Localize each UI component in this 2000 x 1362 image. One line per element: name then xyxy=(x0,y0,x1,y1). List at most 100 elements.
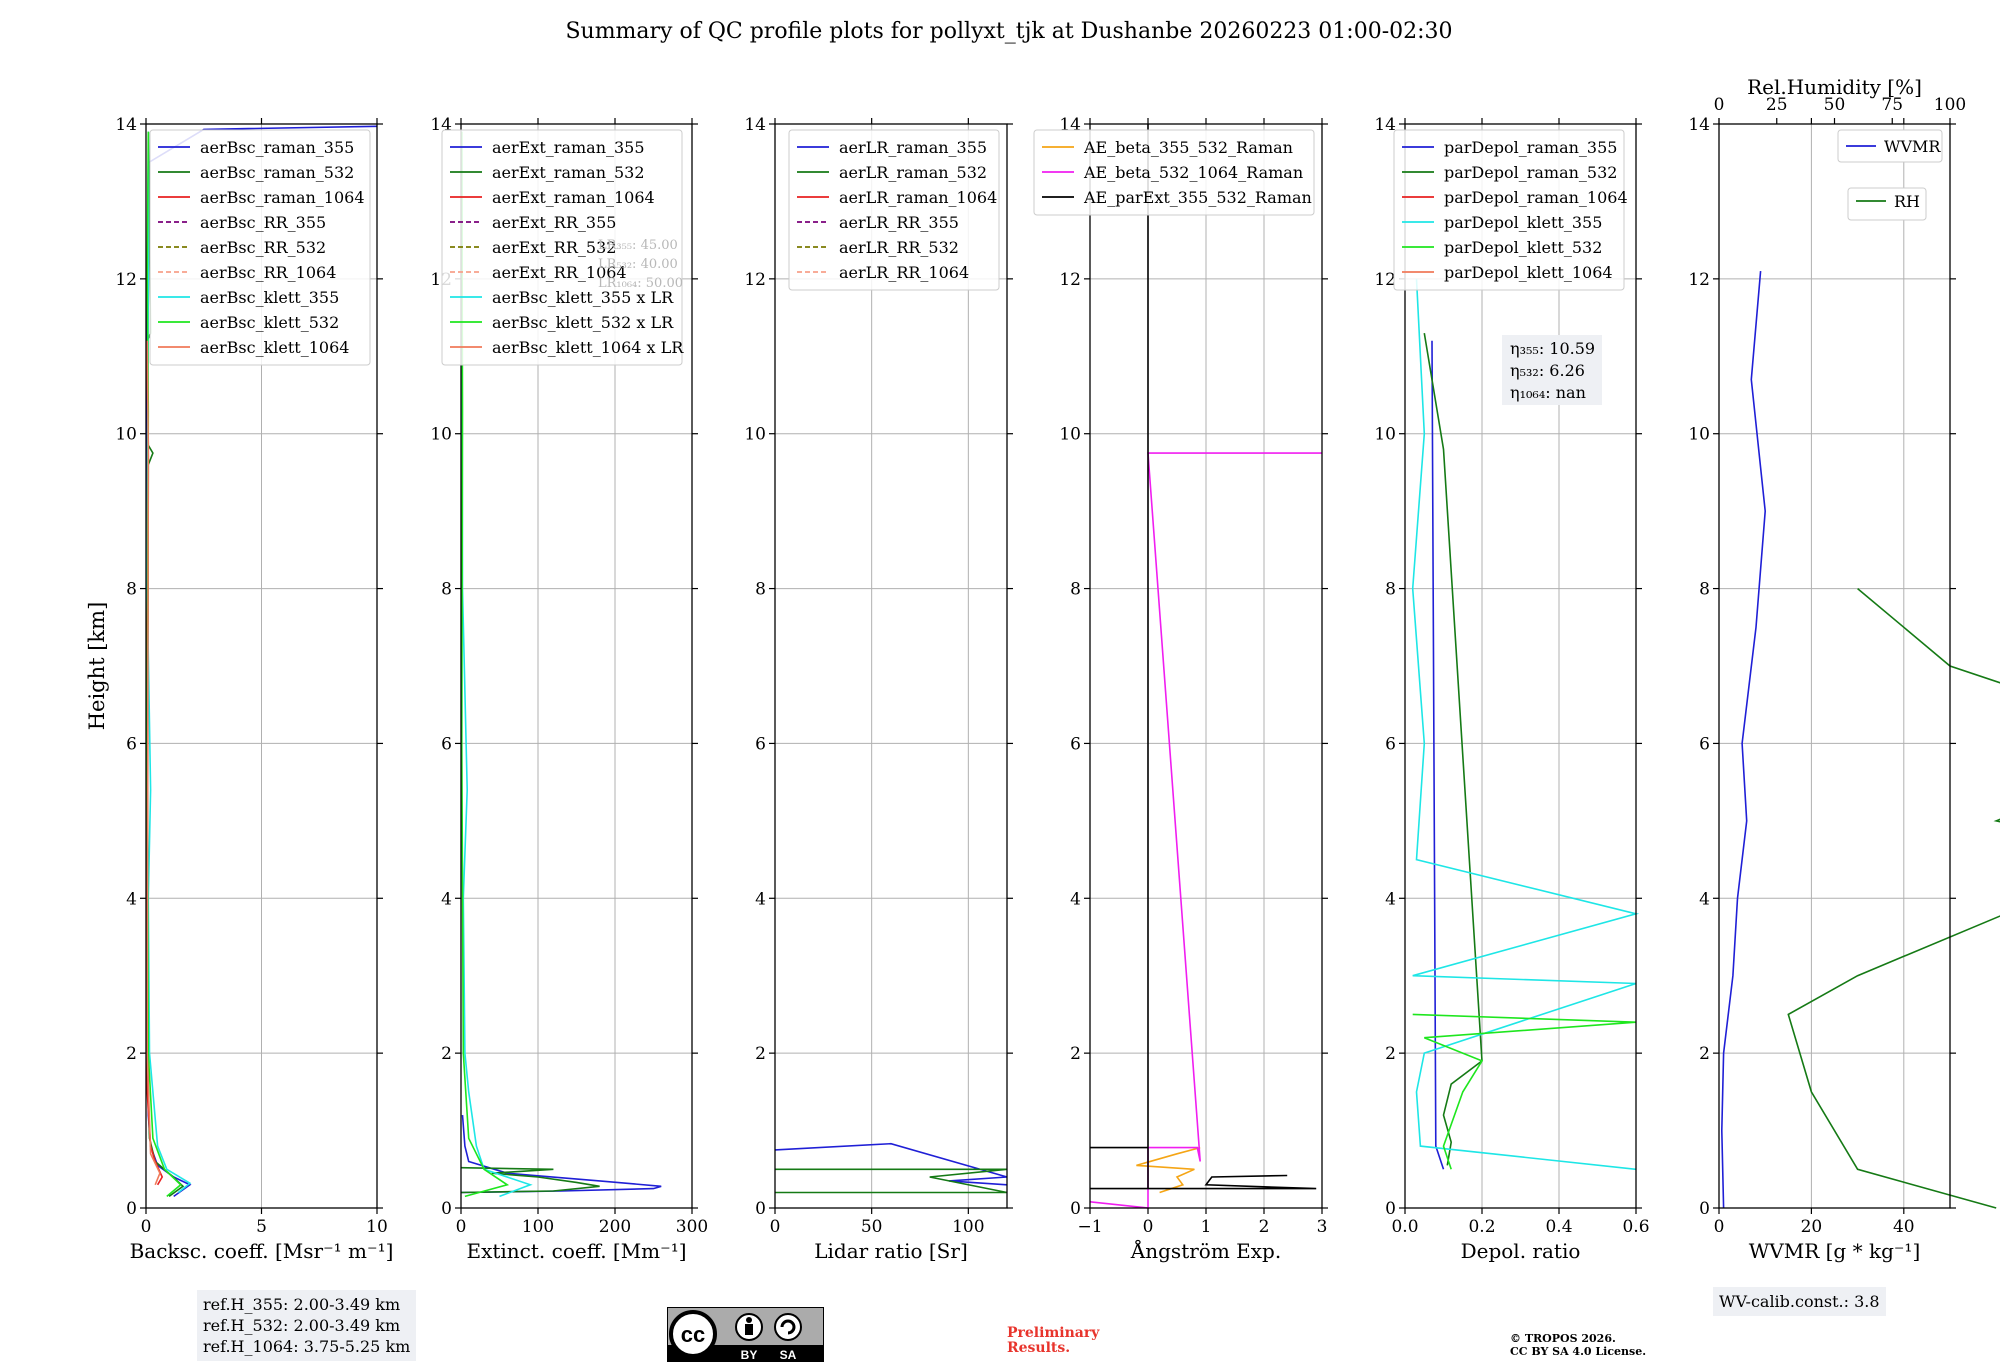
x-axis-label: Extinct. coeff. [Mm⁻¹] xyxy=(466,1239,686,1263)
plot-frame xyxy=(774,123,1008,1209)
y-tick-label: 12 xyxy=(744,270,766,290)
x2-axis-label: Rel.Humidity [%] xyxy=(1747,75,1922,99)
cc-by-text: BY xyxy=(741,1348,758,1362)
legend-label: parDepol_klett_355 xyxy=(1444,213,1602,232)
legend-label: aerExt_RR_532 xyxy=(492,238,616,257)
eta-label: η₃₅₅: 10.59 xyxy=(1510,339,1595,358)
legend-label: aerLR_RR_355 xyxy=(839,213,959,232)
x-tick-label: 0 xyxy=(1714,1217,1725,1237)
copyright-note: © TROPOS 2026. CC BY SA 4.0 License. xyxy=(1510,1332,1646,1358)
y-tick-label: 0 xyxy=(755,1199,766,1219)
y-tick-label: 6 xyxy=(441,734,452,754)
lr-note: LR₃₅₅: 45.00 xyxy=(598,238,678,253)
legend-label: aerBsc_klett_532 x LR xyxy=(492,313,674,332)
legend-label: RH xyxy=(1894,192,1920,211)
y-tick-label: 0 xyxy=(1070,1199,1081,1219)
x-tick-label: 200 xyxy=(599,1217,631,1237)
legend-label: aerExt_RR_1064 xyxy=(492,263,627,282)
legend-label: aerBsc_RR_355 xyxy=(200,213,326,232)
x-tick-label: −1 xyxy=(1077,1217,1102,1237)
series-line-AE_parExt_355_532_Raman xyxy=(1090,124,1317,1190)
legend-label: WVMR xyxy=(1884,137,1941,156)
y-tick-label: 10 xyxy=(430,425,452,445)
y-tick-label: 6 xyxy=(1385,734,1396,754)
y-tick-label: 8 xyxy=(126,580,137,600)
legend-label: aerBsc_klett_1064 x LR xyxy=(492,338,684,357)
y-tick-label: 8 xyxy=(1070,580,1081,600)
y-tick-label: 0 xyxy=(1385,1199,1396,1219)
x-tick-label: 1 xyxy=(1201,1217,1212,1237)
legend-label: AE_beta_355_532_Raman xyxy=(1083,138,1293,157)
lr-note: LR₁₀₆₄: 50.00 xyxy=(598,276,683,291)
series-line-WVMR xyxy=(1720,271,1767,1209)
y-tick-label: 8 xyxy=(755,580,766,600)
legend-box xyxy=(149,129,371,366)
legend-label: parDepol_raman_1064 xyxy=(1444,188,1628,207)
legend-label: aerBsc_klett_532 xyxy=(200,313,339,332)
y-tick-label: 2 xyxy=(1699,1044,1710,1064)
series-line-parDepol_klett_532 xyxy=(1412,1013,1637,1170)
y-tick-label: 2 xyxy=(441,1044,452,1064)
legend-label: parDepol_klett_532 xyxy=(1444,238,1602,257)
legend-box xyxy=(788,129,1000,291)
x-tick-label: 2 xyxy=(1259,1217,1270,1237)
preliminary-line-1: Preliminary xyxy=(1007,1325,1100,1341)
legend: aerBsc_raman_355 aerBsc_raman_532 aerBsc_r… xyxy=(149,129,371,366)
y-tick-label: 10 xyxy=(1059,425,1081,445)
y-tick-label: 14 xyxy=(115,115,137,135)
y-tick-label: 14 xyxy=(744,115,766,135)
x2-tick-label: 50 xyxy=(1824,95,1846,115)
legend-label: aerBsc_raman_1064 xyxy=(200,188,365,207)
y-tick-label: 10 xyxy=(1688,425,1710,445)
y-tick-label: 14 xyxy=(1374,115,1396,135)
series-line-aerLR_raman_355 xyxy=(774,1142,1008,1186)
ref-h-532: ref.H_532: 2.00-3.49 km xyxy=(203,1316,401,1335)
legend-label: aerBsc_raman_532 xyxy=(200,163,354,182)
y-tick-label: 10 xyxy=(1374,425,1396,445)
legend-label: aerBsc_klett_1064 xyxy=(200,338,349,357)
x2-tick-label: 100 xyxy=(1934,95,1966,115)
ref-h-355: ref.H_355: 2.00-3.49 km xyxy=(203,1295,401,1314)
x2-tick-label: 75 xyxy=(1881,95,1903,115)
series-line-RH xyxy=(1787,587,2000,1209)
x2-tick-label: 25 xyxy=(1766,95,1788,115)
x2-tick-label: 0 xyxy=(1714,95,1725,115)
legend-label: aerExt_raman_355 xyxy=(492,138,645,157)
x-tick-label: 50 xyxy=(861,1217,883,1237)
legend-label: parDepol_raman_355 xyxy=(1444,138,1617,157)
x-axis-label: WVMR [g * kg⁻¹] xyxy=(1749,1239,1921,1263)
y-tick-label: 8 xyxy=(441,580,452,600)
legend-label: aerExt_raman_1064 xyxy=(492,188,655,207)
x-tick-label: 0 xyxy=(141,1217,152,1237)
legend-label: aerLR_raman_1064 xyxy=(839,188,997,207)
y-tick-label: 0 xyxy=(1699,1199,1710,1219)
series-line-aerBsc_klett_532 x LR xyxy=(460,131,510,1198)
x-tick-label: 0.6 xyxy=(1622,1217,1649,1237)
cc-sa-text: SA xyxy=(780,1348,797,1362)
y-tick-label: 4 xyxy=(441,889,452,909)
legend-label: aerExt_raman_532 xyxy=(492,163,645,182)
legend-label: aerBsc_raman_355 xyxy=(200,138,354,157)
x-tick-label: 10 xyxy=(366,1217,388,1237)
legend-box xyxy=(1837,129,1943,163)
series-line-aerExt_raman_532 xyxy=(460,1166,600,1194)
y-tick-label: 2 xyxy=(1385,1044,1396,1064)
x-tick-label: 0.0 xyxy=(1391,1217,1418,1237)
series-line-aerLR_raman_532 xyxy=(775,1168,1008,1194)
series-line-aerBsc_klett_355 x LR xyxy=(461,131,533,1198)
y-tick-label: 6 xyxy=(1070,734,1081,754)
cc-text: cc xyxy=(681,1322,705,1347)
copyright-line-2: CC BY SA 4.0 License. xyxy=(1510,1345,1647,1358)
x-tick-label: 40 xyxy=(1893,1217,1915,1237)
legend-label: AE_parExt_355_532_Raman xyxy=(1083,188,1312,207)
series-line-aerBsc_klett_1064 xyxy=(146,340,161,1186)
plot-frame xyxy=(460,123,693,1209)
x-tick-label: 20 xyxy=(1801,1217,1823,1237)
y-tick-label: 12 xyxy=(1688,270,1710,290)
x-tick-label: 0 xyxy=(770,1217,781,1237)
y-tick-label: 2 xyxy=(1070,1044,1081,1064)
